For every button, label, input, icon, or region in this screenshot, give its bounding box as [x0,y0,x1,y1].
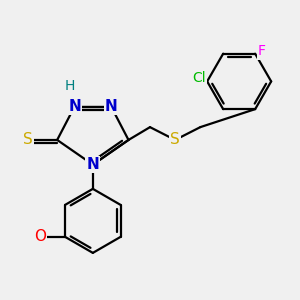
Text: O: O [34,230,46,244]
Text: N: N [86,157,99,172]
Text: S: S [170,132,180,147]
Text: N: N [68,99,81,114]
Text: F: F [258,44,266,58]
Text: N: N [105,99,118,114]
Text: S: S [23,132,33,147]
Text: Cl: Cl [192,71,206,85]
Text: H: H [65,79,75,93]
